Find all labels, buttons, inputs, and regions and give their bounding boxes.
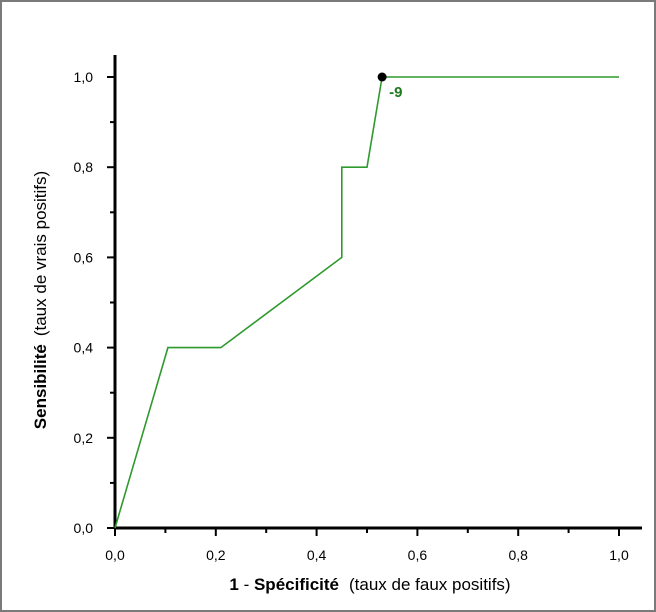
y-tick-label: 0,6 [74,249,94,265]
x-tick-label: 0,0 [105,547,125,563]
x-tick-label: 1,0 [609,547,629,563]
y-axis-title: Sensibilité(taux de vrais positifs) [31,171,50,429]
y-tick-label: 0,0 [74,520,94,536]
y-tick-label: 0,4 [74,340,94,356]
roc-curve-line [114,76,619,529]
x-axis-title: 1 - Spécificité (taux de faux positifs) [229,575,510,594]
y-tick-label: 0,8 [74,159,94,175]
y-tick-label: 1,0 [74,69,94,85]
x-tick-label: 0,6 [408,547,428,563]
x-tick-label: 0,8 [508,547,528,563]
series-group [114,76,619,529]
x-tick-label: 0,4 [307,547,327,563]
axis-labels: 1 - Spécificité (taux de faux positifs) Se… [31,171,511,594]
y-tick-label: 0,2 [74,430,94,446]
marker-group: -9 [377,72,402,101]
cutoff-label: -9 [389,84,402,101]
x-tick-label: 0,2 [206,547,226,563]
ticks: 0,0 0,2 0,4 0,6 0,8 1,0 0,0 0,2 0,4 0,6 0,8 1,0 [74,69,629,563]
cutoff-marker [377,72,387,82]
axes [113,55,642,530]
